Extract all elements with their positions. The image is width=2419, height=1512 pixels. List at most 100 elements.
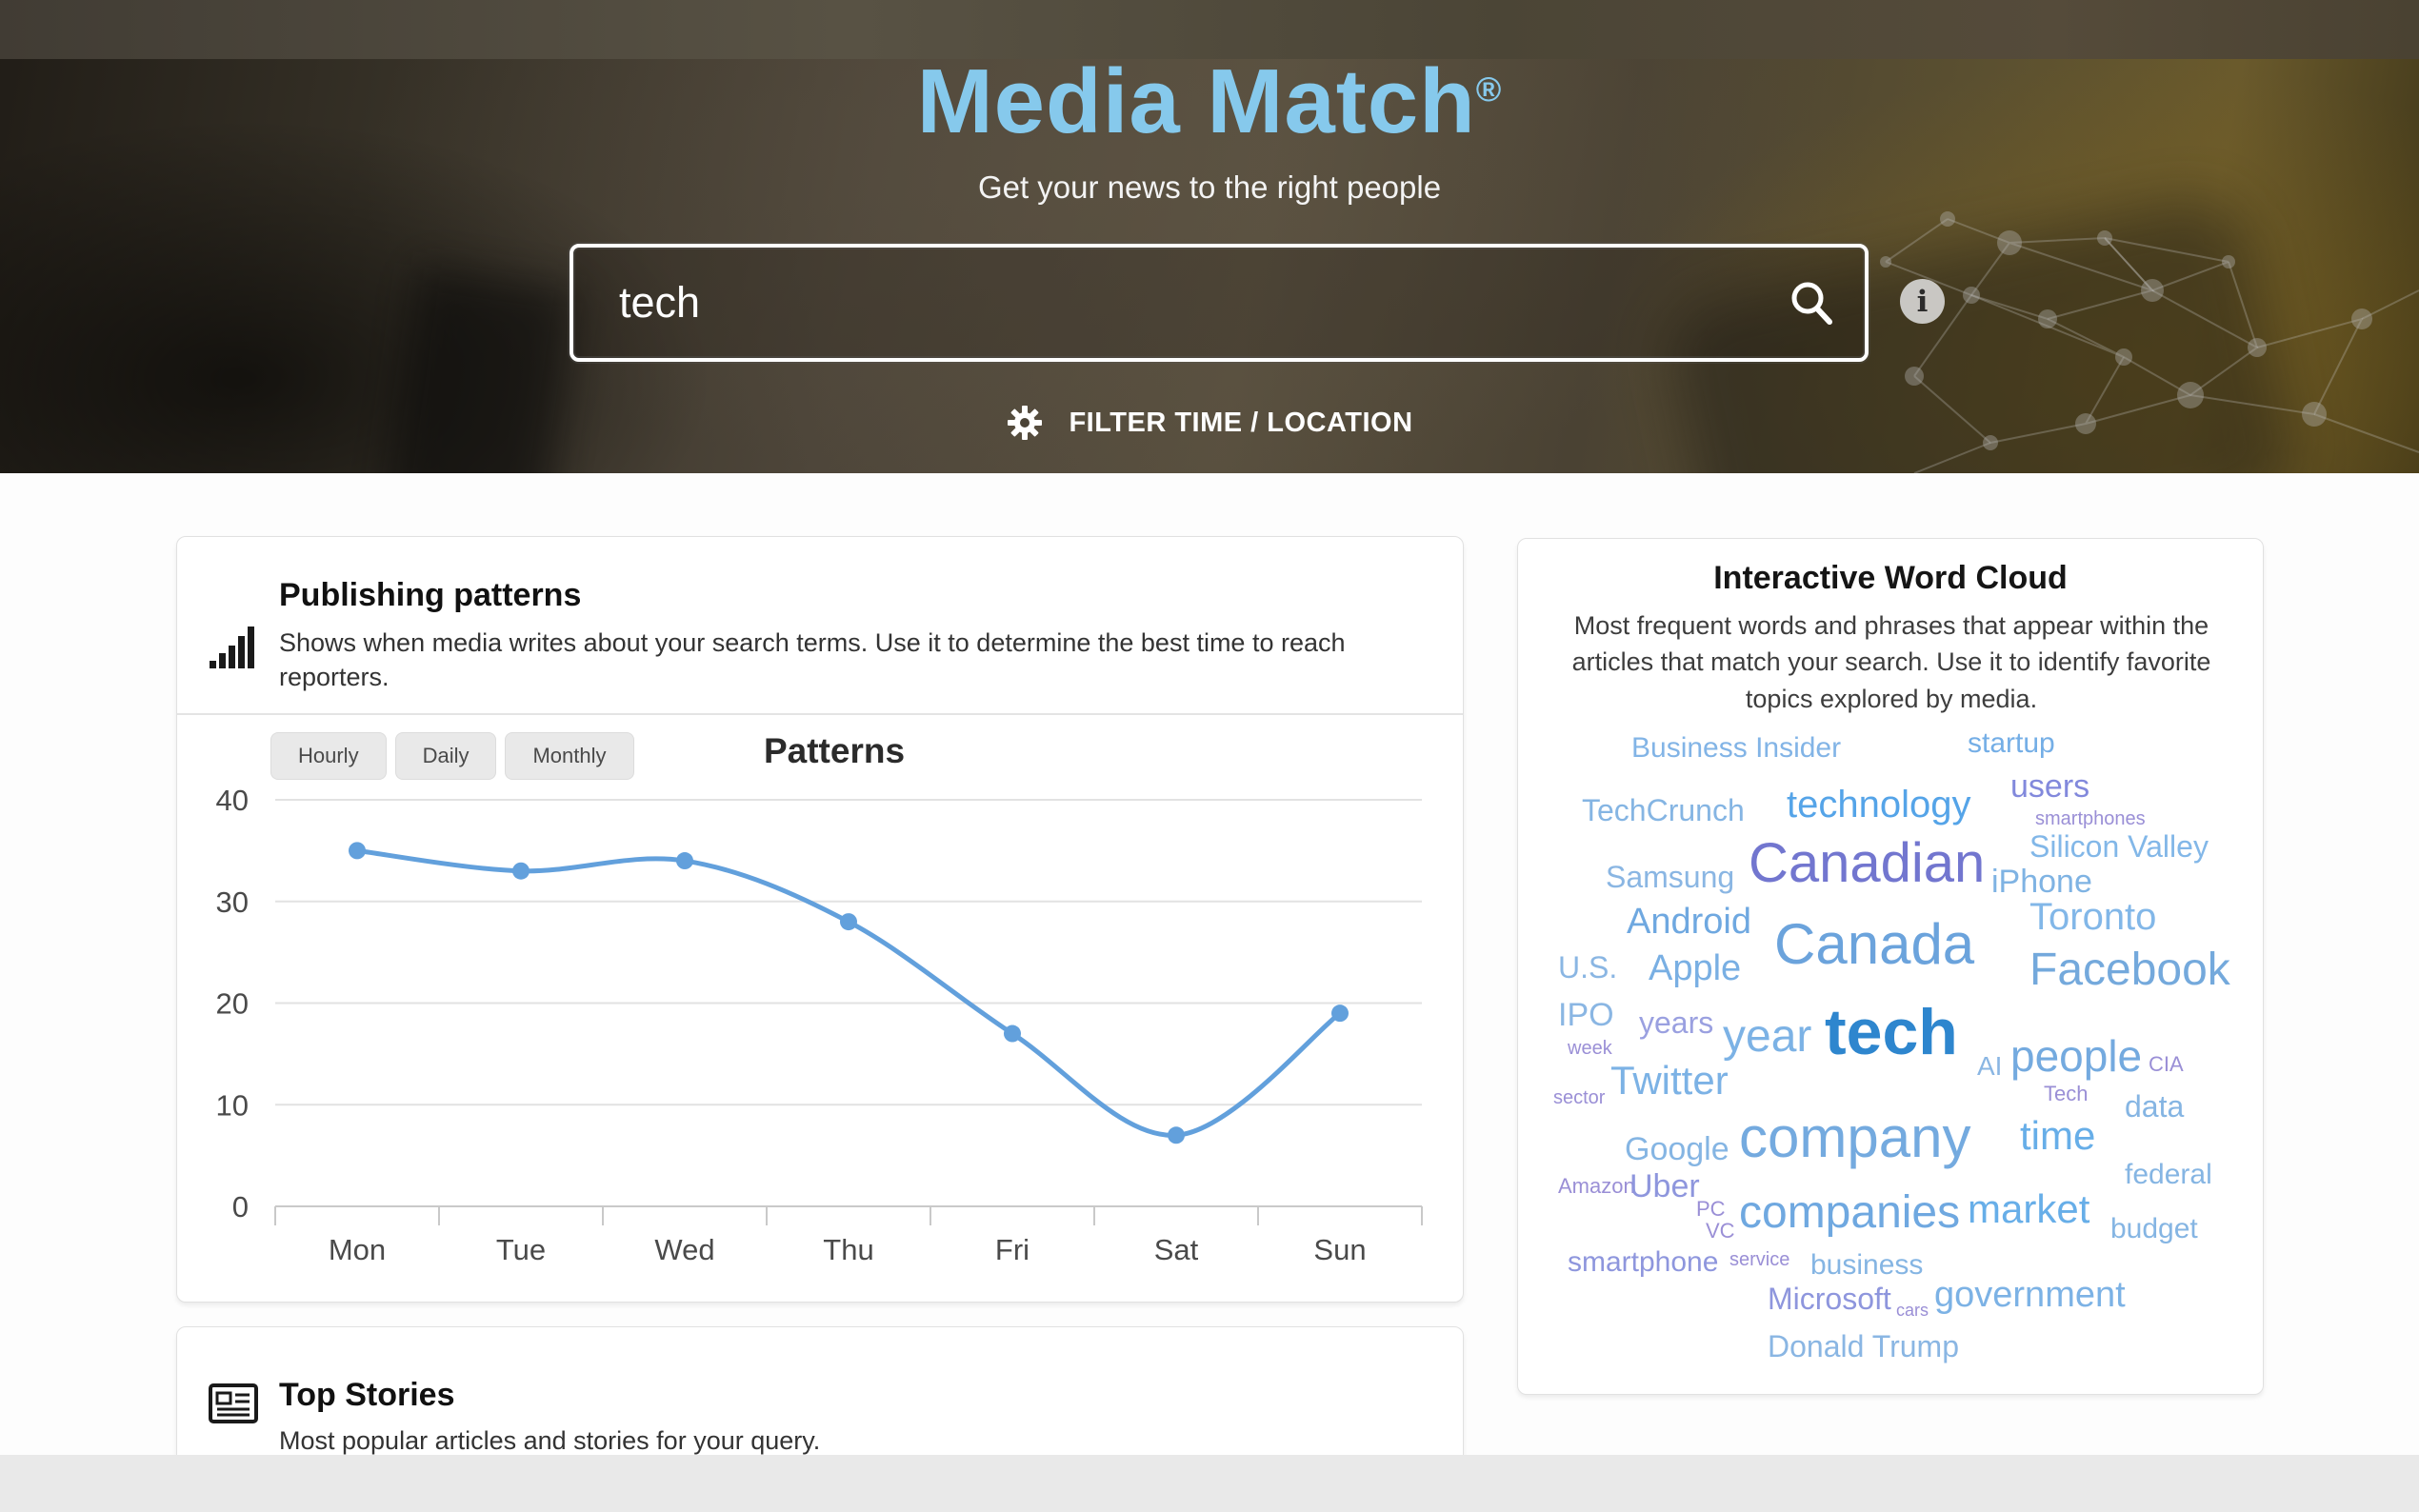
chart-range-buttons: Hourly Daily Monthly — [270, 732, 634, 780]
chart-data-point[interactable] — [1004, 1025, 1021, 1043]
word-cloud-word[interactable]: sector — [1553, 1087, 1606, 1108]
word-cloud-word[interactable]: Canada — [1774, 912, 1975, 976]
hero-banner: Media Match® Get your news to the right … — [0, 0, 2419, 473]
word-cloud-word[interactable]: Uber — [1629, 1168, 1700, 1204]
word-cloud-word[interactable]: Toronto — [2029, 896, 2157, 938]
word-cloud-word[interactable]: Tech — [2044, 1082, 2089, 1105]
word-cloud-word[interactable]: CIA — [2149, 1052, 2184, 1076]
svg-text:Tue: Tue — [496, 1233, 546, 1266]
page-subtitle: Get your news to the right people — [977, 169, 1442, 205]
chart-range-button-monthly[interactable]: Monthly — [505, 732, 634, 780]
word-cloud-description: Most frequent words and phrases that app… — [1571, 611, 2211, 713]
word-cloud-area: Interactive Word Cloud Most frequent wor… — [1518, 539, 2263, 1394]
word-cloud-word[interactable]: users — [2010, 768, 2090, 805]
word-cloud-word[interactable]: AI — [1977, 1051, 2003, 1081]
svg-text:Fri: Fri — [995, 1233, 1030, 1266]
bar-chart-icon — [210, 627, 254, 668]
publishing-patterns-description: Shows when media writes about your searc… — [279, 628, 1346, 691]
word-cloud-word[interactable]: Apple — [1649, 948, 1742, 988]
word-cloud-word[interactable]: year — [1723, 1011, 1812, 1062]
svg-text:0: 0 — [232, 1190, 249, 1224]
publishing-patterns-card: Publishing patterns Shows when media wri… — [176, 536, 1464, 1303]
hero-photo-shadow — [383, 266, 579, 473]
word-cloud-word[interactable]: smartphone — [1568, 1246, 1719, 1278]
filter-time-location-button[interactable]: FILTER TIME / LOCATION — [0, 404, 2419, 442]
word-cloud-word[interactable]: Android — [1627, 902, 1751, 942]
word-cloud-word[interactable]: startup — [1968, 727, 2055, 759]
word-cloud-word[interactable]: data — [2125, 1089, 2185, 1124]
word-cloud-word[interactable]: PC — [1696, 1197, 1726, 1221]
search-box[interactable] — [570, 244, 1869, 362]
word-cloud-word[interactable]: Donald Trump — [1768, 1329, 1959, 1363]
chart-range-button-hourly[interactable]: Hourly — [270, 732, 387, 780]
word-cloud-word[interactable]: Facebook — [2029, 945, 2230, 995]
word-cloud-word[interactable]: companies — [1739, 1187, 1961, 1238]
top-stories-description: Most popular articles and stories for yo… — [279, 1426, 821, 1455]
word-cloud-word[interactable]: Samsung — [1606, 860, 1735, 894]
word-cloud-word[interactable]: smartphones — [2035, 808, 2146, 829]
word-cloud-word[interactable]: week — [1568, 1038, 1612, 1059]
divider — [177, 713, 1463, 715]
word-cloud-word[interactable]: VC — [1706, 1219, 1735, 1243]
word-cloud-word[interactable]: time — [2020, 1113, 2096, 1158]
info-icon-glyph: i — [1916, 284, 1929, 319]
page-title-text: Media Match — [916, 50, 1476, 152]
word-cloud-word[interactable]: years — [1639, 1005, 1714, 1040]
chart-data-point[interactable] — [1168, 1126, 1185, 1144]
screenshot-bottom-strip — [0, 1455, 2419, 1512]
chart-range-button-daily[interactable]: Daily — [394, 732, 497, 780]
svg-text:Thu: Thu — [823, 1233, 873, 1266]
word-cloud-word[interactable]: Microsoft — [1768, 1282, 1891, 1316]
network-graphic — [1880, 211, 2419, 473]
word-cloud-word[interactable]: Silicon Valley — [2029, 829, 2209, 864]
word-cloud-word[interactable]: iPhone — [1991, 864, 2092, 900]
page-title: Media Match® — [0, 50, 2419, 154]
patterns-chart: 0 10 20 30 40 Mon Tue Wed Thu Fri Sat Sun — [177, 784, 1465, 1282]
word-cloud-title: Interactive Word Cloud — [1713, 560, 2068, 596]
info-icon[interactable]: i — [1900, 279, 1945, 324]
word-cloud-word[interactable]: U.S. — [1558, 950, 1618, 985]
word-cloud-word[interactable]: Canadian — [1749, 832, 1986, 894]
word-cloud-word[interactable]: Google — [1625, 1131, 1729, 1167]
svg-text:20: 20 — [216, 987, 249, 1021]
svg-text:40: 40 — [216, 786, 249, 817]
word-cloud-word[interactable]: Amazon — [1558, 1174, 1635, 1198]
search-button[interactable] — [1760, 248, 1865, 358]
word-cloud-word[interactable]: technology — [1787, 784, 1971, 826]
word-cloud-word[interactable]: market — [1968, 1186, 2090, 1231]
filter-time-location-label: FILTER TIME / LOCATION — [1069, 407, 1413, 438]
top-stories-title: Top Stories — [279, 1377, 455, 1413]
svg-text:Sat: Sat — [1154, 1233, 1199, 1266]
chart-data-point[interactable] — [676, 852, 693, 870]
svg-text:10: 10 — [216, 1088, 249, 1122]
word-cloud-word[interactable]: business — [1810, 1249, 1924, 1281]
word-cloud-word[interactable]: Twitter — [1610, 1058, 1729, 1103]
word-cloud-word[interactable]: people — [2010, 1031, 2143, 1081]
word-cloud-word[interactable]: TechCrunch — [1582, 793, 1745, 827]
registered-mark: ® — [1475, 70, 1503, 109]
word-cloud-word[interactable]: IPO — [1558, 997, 1614, 1033]
svg-text:30: 30 — [216, 885, 249, 919]
word-cloud-word[interactable]: Business Insider — [1631, 732, 1842, 764]
word-cloud-word[interactable]: cars — [1896, 1301, 1929, 1320]
svg-text:Sun: Sun — [1313, 1233, 1366, 1266]
word-cloud-word[interactable]: service — [1729, 1249, 1790, 1270]
search-icon — [1791, 282, 1832, 325]
word-cloud-word[interactable]: budget — [2110, 1213, 2198, 1244]
svg-text:Mon: Mon — [329, 1233, 386, 1266]
word-cloud-word[interactable]: company — [1739, 1105, 1971, 1169]
word-cloud-word[interactable]: tech — [1825, 996, 1958, 1068]
publishing-patterns-title: Publishing patterns — [279, 577, 582, 613]
search-input[interactable] — [573, 248, 1760, 358]
chart-data-point[interactable] — [349, 842, 366, 860]
chart-data-point[interactable] — [1331, 1005, 1349, 1023]
newspaper-icon — [209, 1383, 258, 1423]
word-cloud-word[interactable]: government — [1934, 1275, 2126, 1315]
word-cloud-card: Interactive Word Cloud Most frequent wor… — [1517, 538, 2264, 1395]
chart-title: Patterns — [763, 731, 906, 770]
hero-top-strip — [0, 0, 2419, 59]
chart-data-point[interactable] — [512, 862, 530, 880]
svg-text:Wed: Wed — [654, 1233, 714, 1266]
chart-data-point[interactable] — [840, 913, 857, 931]
word-cloud-word[interactable]: federal — [2125, 1159, 2212, 1190]
